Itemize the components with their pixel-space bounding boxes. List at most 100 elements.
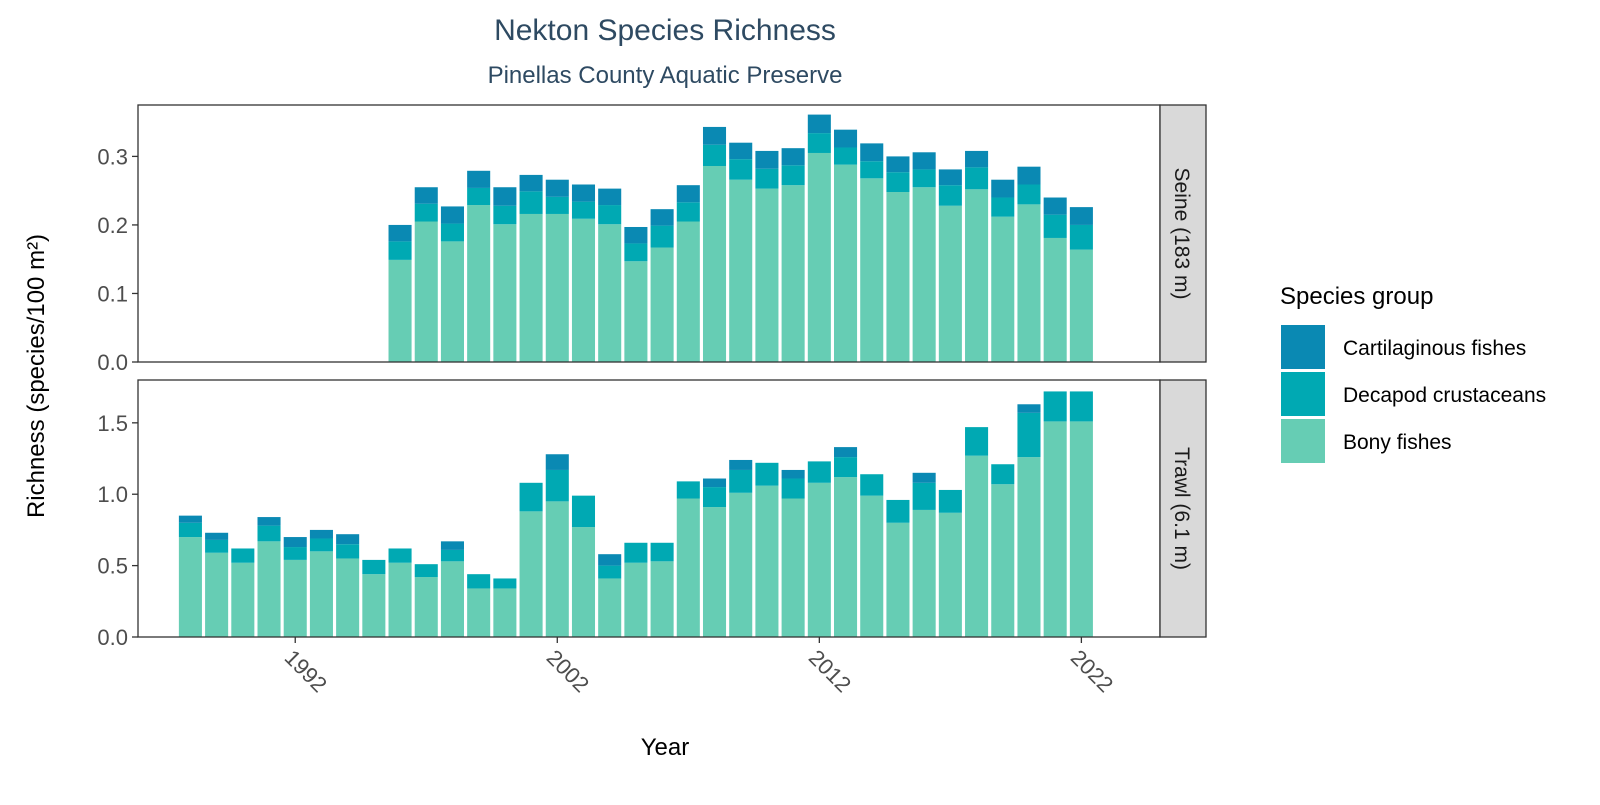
bar-bony-fishes-2017 [938, 205, 962, 362]
bar-decapod-crustaceans-2001 [519, 191, 543, 214]
bar-cartilaginous-fishes-2011 [781, 469, 805, 479]
bar-cartilaginous-fishes-2017 [938, 169, 962, 186]
panel-background [138, 380, 1160, 637]
bar-decapod-crustaceans-1999 [467, 574, 491, 589]
bar-bony-fishes-2001 [519, 213, 543, 362]
bar-cartilaginous-fishes-1999 [467, 170, 491, 188]
bar-decapod-crustaceans-2011 [781, 478, 805, 499]
bar-decapod-crustaceans-2002 [545, 469, 569, 502]
x-axis-label: Year [641, 734, 690, 761]
panels: 0.0 0.1 0.2 0.3 Seine (183 m) 0.0 0.5 1.0 1.5 Tra… [97, 104, 1207, 650]
bar-decapod-crustaceans-2004 [598, 205, 622, 225]
bar-decapod-crustaceans-2016 [912, 482, 936, 510]
legend-key-cartilaginous-fishes [1281, 325, 1325, 369]
bar-decapod-crustaceans-1996 [388, 241, 412, 260]
y-tick-label: 0.0 [97, 350, 128, 375]
bar-decapod-crustaceans-2016 [912, 169, 936, 188]
bar-cartilaginous-fishes-2021 [1043, 197, 1067, 215]
legend-title: Species group [1280, 283, 1433, 310]
bar-bony-fishes-1997 [414, 577, 438, 637]
bar-cartilaginous-fishes-2020 [1017, 166, 1041, 185]
bar-cartilaginous-fishes-2020 [1017, 404, 1041, 413]
bar-decapod-crustaceans-2014 [860, 161, 884, 179]
bar-decapod-crustaceans-2003 [571, 201, 596, 219]
bar-bony-fishes-2003 [571, 218, 596, 362]
bar-bony-fishes-2021 [1043, 421, 1067, 637]
bar-cartilaginous-fishes-2019 [991, 179, 1015, 198]
bar-decapod-crustaceans-2015 [886, 172, 910, 193]
bar-decapod-crustaceans-2009 [729, 159, 753, 180]
bar-decapod-crustaceans-2012 [807, 133, 831, 153]
bar-bony-fishes-1988 [178, 537, 202, 637]
bar-cartilaginous-fishes-2009 [729, 459, 753, 470]
bar-cartilaginous-fishes-1994 [336, 534, 360, 545]
bar-bony-fishes-2021 [1043, 237, 1067, 362]
y-tick-label: 0.3 [97, 144, 128, 169]
bar-decapod-crustaceans-2013 [834, 457, 858, 478]
bar-cartilaginous-fishes-1996 [388, 224, 412, 242]
bar-cartilaginous-fishes-2010 [755, 150, 779, 169]
bar-bony-fishes-1989 [205, 552, 229, 637]
bar-cartilaginous-fishes-1997 [414, 187, 438, 204]
y-tick-label: 1.5 [97, 411, 128, 436]
bar-decapod-crustaceans-2019 [991, 464, 1015, 485]
bar-bony-fishes-2007 [676, 221, 700, 362]
bar-bony-fishes-1998 [440, 561, 464, 637]
bar-decapod-crustaceans-2022 [1069, 224, 1093, 250]
x-axis: 1992 2002 2012 2022 [280, 637, 1118, 697]
bar-bony-fishes-1994 [336, 558, 360, 637]
bar-bony-fishes-2020 [1017, 204, 1041, 362]
bar-decapod-crustaceans-2015 [886, 499, 910, 523]
facet-strip-label: Trawl (6.1 m) [1170, 447, 1193, 570]
bar-decapod-crustaceans-2021 [1043, 214, 1067, 238]
bar-bony-fishes-2014 [860, 495, 884, 637]
bar-decapod-crustaceans-1998 [440, 549, 464, 562]
bar-bony-fishes-2009 [729, 492, 753, 637]
bar-bony-fishes-1997 [414, 221, 438, 362]
y-tick-label: 0.5 [97, 554, 128, 579]
bar-decapod-crustaceans-1997 [414, 564, 438, 578]
facet-strip [1159, 379, 1207, 638]
bar-bony-fishes-2000 [493, 588, 517, 637]
bar-bony-fishes-2011 [781, 498, 805, 637]
bar-decapod-crustaceans-2005 [624, 243, 648, 262]
bar-bony-fishes-2004 [598, 224, 622, 362]
bar-cartilaginous-fishes-1998 [440, 541, 464, 550]
y-tick-label: 0.1 [97, 281, 128, 306]
legend-label-decapod-crustaceans: Decapod crustaceans [1343, 384, 1546, 407]
y-axis-label: Richness (species/100 m²) [23, 234, 50, 518]
bar-bony-fishes-1996 [388, 562, 412, 637]
bar-cartilaginous-fishes-2004 [598, 554, 622, 566]
bar-decapod-crustaceans-2004 [598, 565, 622, 579]
bar-cartilaginous-fishes-2002 [545, 179, 569, 197]
bar-cartilaginous-fishes-2001 [519, 174, 543, 192]
bar-decapod-crustaceans-2008 [702, 487, 727, 508]
bar-decapod-crustaceans-2018 [965, 427, 989, 456]
bar-bony-fishes-2006 [650, 561, 674, 637]
bar-cartilaginous-fishes-2013 [834, 129, 858, 148]
bar-decapod-crustaceans-1989 [205, 539, 229, 553]
bar-bony-fishes-2002 [545, 213, 569, 362]
bar-cartilaginous-fishes-2018 [965, 150, 989, 168]
chart-subtitle: Pinellas County Aquatic Preserve [488, 62, 843, 89]
bar-decapod-crustaceans-2007 [676, 202, 700, 222]
bar-bony-fishes-2015 [886, 192, 910, 362]
legend-label-cartilaginous-fishes: Cartilaginous fishes [1343, 337, 1526, 360]
bar-cartilaginous-fishes-2007 [676, 185, 700, 203]
bar-decapod-crustaceans-2018 [965, 167, 989, 190]
bar-decapod-crustaceans-2019 [991, 197, 1015, 217]
bar-cartilaginous-fishes-1993 [309, 529, 333, 539]
bar-decapod-crustaceans-2000 [493, 578, 517, 589]
bar-bony-fishes-2015 [886, 522, 910, 637]
bar-decapod-crustaceans-1994 [336, 544, 360, 559]
bar-bony-fishes-2007 [676, 498, 700, 637]
bar-cartilaginous-fishes-2008 [702, 126, 727, 145]
bar-bony-fishes-2000 [493, 224, 517, 362]
bar-decapod-crustaceans-2022 [1069, 391, 1093, 422]
bar-bony-fishes-2020 [1017, 457, 1041, 637]
bar-cartilaginous-fishes-2016 [912, 472, 936, 483]
bar-decapod-crustaceans-2000 [493, 205, 517, 225]
bar-bony-fishes-2012 [807, 152, 831, 362]
bar-bony-fishes-2010 [755, 485, 779, 637]
